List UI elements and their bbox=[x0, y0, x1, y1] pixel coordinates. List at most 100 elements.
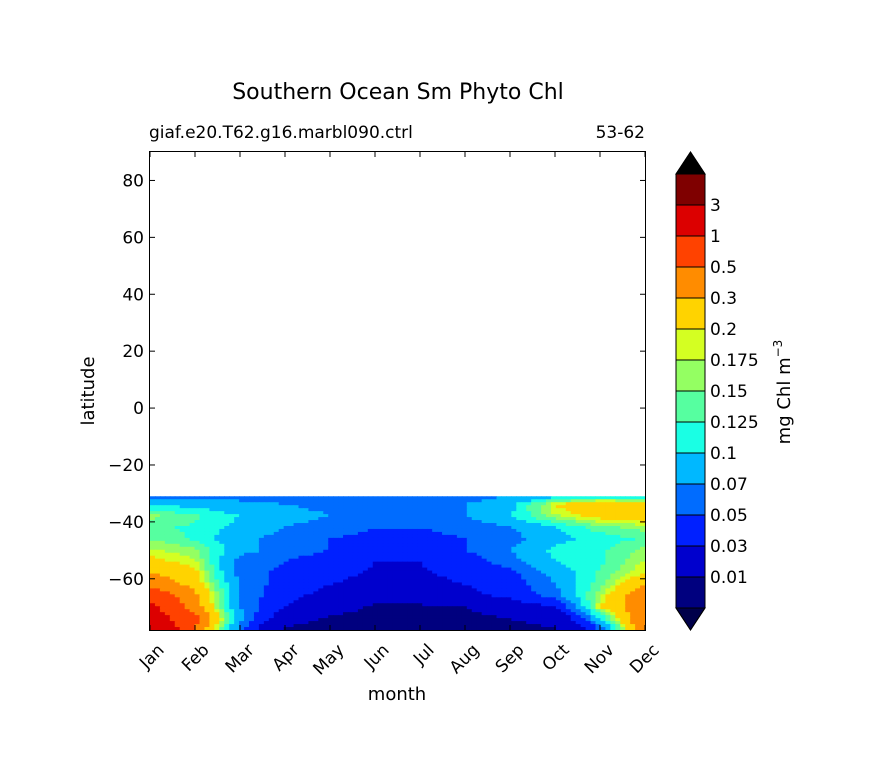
contour-cell bbox=[575, 537, 582, 542]
contour-cell bbox=[397, 594, 404, 598]
contour-cell bbox=[174, 555, 181, 560]
contour-cell bbox=[204, 546, 210, 551]
contour-cell bbox=[303, 558, 309, 563]
contour-cell bbox=[209, 570, 215, 575]
contour-cell bbox=[447, 558, 453, 563]
contour-cell bbox=[328, 508, 334, 512]
contour-cell bbox=[466, 555, 473, 560]
contour-cell bbox=[536, 612, 542, 616]
contour-cell bbox=[169, 564, 176, 569]
contour-cell bbox=[298, 511, 305, 515]
contour-cell bbox=[570, 499, 577, 503]
contour-cell bbox=[194, 528, 201, 533]
contour-cell bbox=[575, 540, 582, 545]
contour-cell bbox=[635, 609, 641, 613]
contour-cell bbox=[565, 511, 572, 515]
contour-cell bbox=[303, 534, 309, 539]
contour-cell bbox=[506, 511, 512, 515]
contour-cell bbox=[620, 552, 626, 557]
contour-cell bbox=[456, 537, 463, 542]
contour-cell bbox=[511, 496, 517, 500]
contour-cell bbox=[560, 573, 567, 578]
colorbar-swatch bbox=[676, 174, 705, 206]
contour-cell bbox=[258, 528, 265, 533]
contour-cell bbox=[595, 499, 602, 503]
contour-cell bbox=[536, 579, 542, 584]
contour-cell bbox=[456, 597, 463, 601]
contour-cell bbox=[550, 591, 557, 595]
contour-cell bbox=[585, 546, 592, 551]
contour-cell bbox=[219, 517, 225, 521]
contour-cell bbox=[234, 528, 240, 533]
contour-cell bbox=[555, 585, 562, 589]
colorbar: 0.010.030.050.070.10.1250.150.1750.20.30… bbox=[675, 151, 759, 631]
contour-cell bbox=[560, 579, 567, 584]
contour-cell bbox=[417, 618, 423, 622]
contour-cell bbox=[476, 514, 483, 518]
contour-cell bbox=[536, 570, 542, 575]
contour-cell bbox=[456, 576, 463, 581]
contour-cell bbox=[323, 528, 329, 533]
contour-cell bbox=[209, 502, 215, 506]
contour-cell bbox=[377, 606, 384, 610]
contour-cell bbox=[580, 564, 587, 569]
contour-cell bbox=[357, 570, 364, 575]
contour-cell bbox=[590, 555, 597, 560]
contour-cell bbox=[298, 585, 305, 589]
contour-cell bbox=[546, 502, 552, 506]
contour-cell bbox=[511, 570, 517, 575]
contour-cell bbox=[630, 502, 636, 506]
contour-cell bbox=[253, 528, 260, 533]
contour-cell bbox=[219, 534, 225, 539]
contour-cell bbox=[481, 555, 488, 560]
contour-cell bbox=[536, 624, 542, 628]
colorbar-tick-label: 0.03 bbox=[710, 537, 748, 557]
contour-cell bbox=[501, 564, 507, 569]
contour-cell bbox=[575, 517, 582, 521]
contour-cell bbox=[590, 561, 597, 566]
contour-cell bbox=[630, 606, 636, 610]
contour-cell bbox=[253, 517, 260, 521]
contour-cell bbox=[531, 534, 537, 539]
contour-cell bbox=[328, 517, 334, 521]
contour-cell bbox=[219, 615, 225, 619]
contour-cell bbox=[209, 603, 215, 607]
contour-cell bbox=[491, 502, 498, 506]
contour-cell bbox=[328, 615, 334, 619]
contour-cell bbox=[625, 549, 631, 554]
contour-cell bbox=[486, 567, 493, 572]
contour-cell bbox=[486, 597, 493, 601]
contour-cell bbox=[565, 558, 572, 563]
contour-cell bbox=[372, 514, 379, 518]
contour-cell bbox=[392, 576, 399, 581]
contour-cell bbox=[169, 606, 176, 610]
contour-cell bbox=[273, 603, 280, 607]
contour-cell bbox=[550, 555, 557, 560]
contour-cell bbox=[407, 585, 413, 589]
contour-cell bbox=[357, 549, 364, 554]
contour-cell bbox=[293, 534, 300, 539]
contour-cell bbox=[550, 618, 557, 622]
contour-cell bbox=[546, 576, 552, 581]
contour-cell bbox=[486, 606, 493, 610]
contour-cell bbox=[550, 549, 557, 554]
contour-cell bbox=[387, 606, 394, 610]
contour-cell bbox=[620, 606, 626, 610]
contour-cell bbox=[506, 496, 512, 500]
contour-cell bbox=[303, 525, 309, 530]
contour-cell bbox=[501, 523, 507, 527]
contour-cell bbox=[546, 531, 552, 536]
contour-cell bbox=[536, 588, 542, 592]
contour-cell bbox=[521, 502, 527, 506]
contour-cell bbox=[387, 594, 394, 598]
contour-cell bbox=[239, 508, 245, 512]
contour-cell bbox=[348, 579, 354, 584]
contour-cell bbox=[189, 528, 196, 533]
contour-cell bbox=[461, 621, 468, 625]
contour-cell bbox=[224, 558, 230, 563]
contour-cell bbox=[546, 600, 552, 604]
contour-cell bbox=[620, 621, 626, 625]
contour-cell bbox=[268, 612, 275, 616]
contour-cell bbox=[550, 594, 557, 598]
contour-cell bbox=[209, 534, 215, 539]
